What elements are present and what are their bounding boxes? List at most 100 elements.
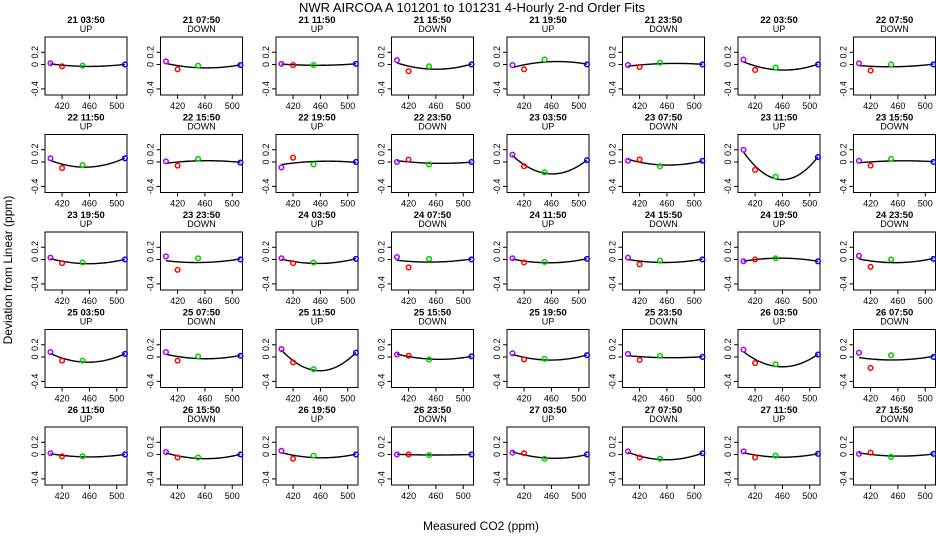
panel-title: 25 15:50 — [414, 308, 452, 319]
panel-title: 27 07:50 — [645, 405, 683, 416]
data-point — [47, 254, 54, 261]
x-tick-label: 460 — [659, 394, 674, 404]
y-tick-label: -0.4 — [839, 471, 849, 487]
panel-title: 21 03:50 — [67, 15, 105, 26]
data-point — [657, 352, 664, 359]
data-point — [814, 61, 822, 68]
y-tick-label: 0 — [608, 257, 618, 262]
x-tick-label: 460 — [544, 101, 559, 111]
panel-direction: DOWN — [649, 122, 678, 132]
x-tick-label: 460 — [82, 491, 97, 501]
data-point — [393, 451, 401, 458]
x-tick-label: 460 — [197, 491, 212, 501]
x-tick-label: 460 — [544, 296, 559, 306]
data-point — [468, 158, 475, 166]
x-tick-label: 500 — [225, 296, 240, 306]
x-tick-label: 500 — [687, 394, 702, 404]
y-tick-label: -0.4 — [30, 471, 40, 487]
data-point — [237, 159, 244, 166]
y-tick-label: 0 — [146, 62, 156, 67]
y-tick-label: -0.4 — [377, 471, 387, 487]
data-point — [752, 454, 759, 461]
panel-title: 26 19:50 — [298, 405, 336, 416]
x-tick-label: 460 — [544, 491, 559, 501]
x-tick-label: 500 — [340, 199, 355, 209]
panel-direction: DOWN — [187, 219, 216, 229]
panel-title: 22 19:50 — [298, 113, 336, 124]
data-point — [583, 157, 591, 164]
y-tick-label: -0.4 — [608, 276, 618, 292]
y-tick-label: -0.4 — [608, 374, 618, 390]
data-point — [174, 266, 181, 273]
y-tick-label: 0.2 — [608, 339, 618, 352]
y-tick-label: 0 — [30, 62, 40, 67]
panel-title: 23 19:50 — [67, 210, 105, 221]
y-tick-label: 0.2 — [839, 241, 849, 254]
panel-frame — [622, 426, 705, 486]
x-tick-label: 460 — [197, 199, 212, 209]
panel-title: 26 07:50 — [876, 308, 914, 319]
panel-frame — [275, 36, 359, 96]
panel-title: 21 19:50 — [529, 15, 567, 26]
data-point — [624, 157, 632, 164]
x-tick-label: 500 — [456, 491, 471, 501]
y-tick-label: -0.4 — [839, 276, 849, 292]
y-tick-label: 0 — [723, 257, 733, 262]
x-tick-label: 500 — [225, 394, 240, 404]
y-tick-label: -0.4 — [723, 179, 733, 195]
fit-curve — [165, 160, 241, 164]
panel-direction: DOWN — [187, 24, 216, 34]
panel-title: 24 15:50 — [645, 210, 683, 221]
x-tick-label: 420 — [748, 491, 763, 501]
x-tick-label: 460 — [197, 101, 212, 111]
data-point — [405, 352, 412, 359]
x-tick-label: 460 — [313, 199, 328, 209]
x-tick-label: 420 — [748, 296, 763, 306]
x-tick-label: 460 — [428, 491, 443, 501]
y-tick-label: -0.4 — [723, 471, 733, 487]
data-point — [47, 349, 54, 356]
data-point — [752, 256, 759, 263]
data-point — [888, 453, 895, 460]
data-point — [657, 163, 664, 170]
panel-title: 23 07:50 — [645, 113, 683, 124]
y-tick-label: 0.2 — [839, 339, 849, 352]
y-tick-label: 0.2 — [261, 144, 271, 157]
x-tick-label: 420 — [55, 394, 70, 404]
y-tick-label: 0.2 — [492, 144, 502, 157]
data-point — [237, 62, 244, 69]
x-tick-label: 500 — [340, 101, 355, 111]
data-point — [162, 58, 170, 65]
x-tick-label: 460 — [313, 101, 328, 111]
x-tick-label: 420 — [517, 491, 532, 501]
y-tick-label: 0.2 — [146, 46, 156, 59]
y-tick-label: -0.4 — [608, 471, 618, 487]
x-tick-label: 420 — [632, 491, 647, 501]
panel-direction: UP — [542, 219, 555, 229]
x-tick-label: 420 — [632, 101, 647, 111]
fit-curve — [627, 451, 703, 461]
data-point — [47, 60, 54, 67]
panel-title: 22 03:50 — [760, 15, 798, 26]
data-point — [521, 356, 528, 363]
panel-frame — [737, 134, 821, 193]
data-point — [657, 59, 664, 66]
y-tick-label: -0.4 — [839, 374, 849, 390]
y-tick-label: 0 — [146, 257, 156, 262]
y-tick-label: 0.2 — [839, 436, 849, 449]
x-tick-label: 420 — [863, 491, 878, 501]
data-point — [59, 63, 66, 70]
panel-frame — [622, 134, 705, 193]
x-tick-label: 420 — [632, 296, 647, 306]
fit-curve — [858, 257, 934, 264]
y-tick-label: 0 — [261, 257, 271, 262]
figure-xlabel: Measured CO2 (ppm) — [423, 519, 539, 533]
y-tick-label: 0.2 — [723, 46, 733, 59]
